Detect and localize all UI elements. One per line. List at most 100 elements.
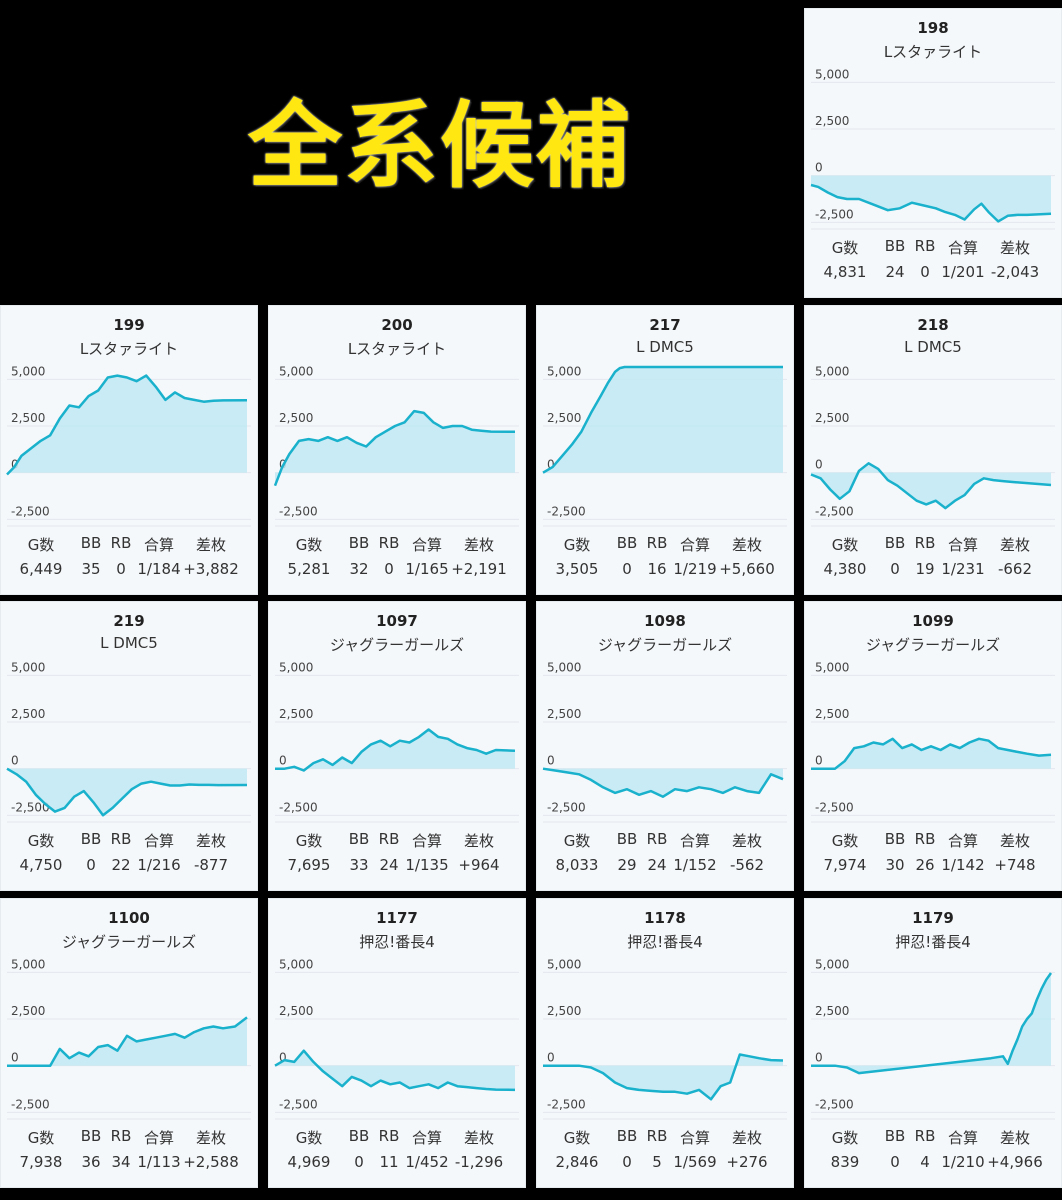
y-tick-label: 0 — [547, 458, 555, 472]
rb-header: RB — [378, 830, 400, 848]
combined-header: 合算 — [679, 536, 711, 554]
combined-value: 1/135 — [405, 856, 449, 874]
slump-graph: 5,000 2,500 0 -2,500 — [275, 660, 519, 823]
diff-header: 差枚 — [999, 1129, 1031, 1147]
machine-name: 押忍!番長4 — [359, 933, 435, 951]
bb-value: 32 — [349, 560, 369, 578]
combined-header: 合算 — [411, 832, 443, 850]
slump-area — [811, 738, 1051, 769]
combined-value: 1/231 — [941, 560, 985, 578]
y-tick-label: 2,500 — [815, 707, 849, 721]
slump-graph: 5,000 2,500 0 -2,500 — [811, 957, 1055, 1120]
y-tick-label: 5,000 — [547, 660, 581, 674]
slump-graph: 5,000 2,500 0 -2,500 — [274, 957, 519, 1120]
y-tick-label: 5,000 — [815, 67, 849, 81]
bb-value: 0 — [354, 1153, 364, 1171]
y-tick-label: 0 — [547, 1051, 555, 1065]
y-tick-label: 0 — [815, 161, 823, 175]
diff-header: 差枚 — [195, 1129, 227, 1147]
bb-value: 29 — [617, 856, 637, 874]
diff-value: -877 — [193, 856, 229, 874]
diff-value: +3,882 — [183, 560, 239, 578]
machine-number: 1178 — [644, 909, 686, 927]
slump-area — [811, 463, 1051, 509]
combined-value: 1/216 — [137, 856, 181, 874]
games-header: G数 — [831, 239, 859, 257]
combined-header: 合算 — [143, 1129, 175, 1147]
rb-value: 11 — [379, 1153, 399, 1171]
machine-card: 198 Lスタァライト 5,000 2,500 0 -2,500 G数 4,831 BB 24 RB… — [804, 8, 1062, 298]
bb-header: BB — [348, 534, 370, 552]
y-tick-label: 2,500 — [279, 707, 313, 721]
machine-number: 198 — [917, 19, 949, 37]
games-header: G数 — [831, 1129, 859, 1147]
combined-header: 合算 — [143, 536, 175, 554]
diff-value: -662 — [997, 560, 1033, 578]
combined-header: 合算 — [947, 832, 979, 850]
slump-graph: 5,000 2,500 0 -2,500 — [810, 364, 1055, 527]
combined-value: 1/452 — [405, 1153, 449, 1171]
games-header: G数 — [27, 1129, 55, 1147]
y-tick-label: 2,500 — [279, 411, 313, 425]
slump-line — [6, 767, 248, 817]
machine-name: L DMC5 — [904, 338, 962, 356]
diff-header: 差枚 — [999, 536, 1031, 554]
slump-line — [810, 183, 1052, 223]
bb-value: 0 — [890, 1153, 900, 1171]
rb-value: 0 — [920, 263, 930, 281]
diff-value: -562 — [729, 856, 765, 874]
y-tick-label: -2,500 — [815, 1097, 854, 1111]
slump-area — [275, 729, 515, 771]
machine-card: 200 Lスタァライト 5,000 2,500 0 -2,500 G数 5,281 BB 32 RB… — [268, 305, 526, 595]
diff-value: +964 — [458, 856, 500, 874]
y-tick-label: 5,000 — [11, 660, 45, 674]
slump-graph: 5,000 2,500 0 -2,500 — [543, 957, 787, 1120]
combined-header: 合算 — [143, 832, 175, 850]
diff-header: 差枚 — [731, 832, 763, 850]
slump-line — [7, 1016, 248, 1067]
slump-graph: 5,000 2,500 0 -2,500 — [7, 957, 251, 1120]
bb-header: BB — [616, 534, 638, 552]
machine-number: 218 — [917, 316, 949, 334]
y-tick-label: -2,500 — [815, 800, 854, 814]
slump-line — [811, 737, 1052, 770]
rb-header: RB — [110, 534, 132, 552]
bb-value: 0 — [622, 560, 632, 578]
y-tick-label: 2,500 — [815, 411, 849, 425]
y-tick-label: 5,000 — [279, 364, 313, 378]
slump-line — [273, 409, 516, 487]
slump-area — [7, 1017, 247, 1066]
machine-number: 217 — [649, 316, 681, 334]
rb-value: 24 — [379, 856, 399, 874]
bb-header: BB — [80, 830, 102, 848]
bb-header: BB — [616, 830, 638, 848]
rb-value: 0 — [384, 560, 394, 578]
bb-header: BB — [80, 534, 102, 552]
combined-value: 1/152 — [673, 856, 717, 874]
y-tick-label: 0 — [815, 1051, 823, 1065]
title-banner: 全系候補 — [0, 0, 802, 300]
slump-line — [274, 1049, 516, 1092]
diff-header: 差枚 — [463, 1129, 495, 1147]
bb-value: 35 — [81, 560, 101, 578]
y-tick-label: 5,000 — [11, 364, 45, 378]
machine-name: ジャグラーガールズ — [329, 636, 465, 654]
games-value: 2,846 — [555, 1153, 599, 1171]
machine-card: 199 Lスタァライト 5,000 2,500 0 -2,500 G数 6,449 BB 35 RB… — [0, 305, 258, 595]
combined-value: 1/210 — [941, 1153, 985, 1171]
combined-value: 1/569 — [673, 1153, 717, 1171]
machine-number: 1177 — [376, 909, 418, 927]
machine-name: 押忍!番長4 — [895, 933, 971, 951]
machine-name: ジャグラーガールズ — [597, 636, 733, 654]
machine-number: 1179 — [912, 909, 954, 927]
rb-header: RB — [914, 830, 936, 848]
rb-value: 22 — [111, 856, 131, 874]
y-tick-label: -2,500 — [11, 1097, 50, 1111]
combined-header: 合算 — [679, 1129, 711, 1147]
diff-value: +276 — [726, 1153, 768, 1171]
slump-area — [543, 1054, 783, 1100]
y-tick-label: 5,000 — [815, 660, 849, 674]
bb-value: 0 — [622, 1153, 632, 1171]
machine-name: Lスタァライト — [883, 43, 983, 61]
bb-value: 24 — [885, 263, 905, 281]
